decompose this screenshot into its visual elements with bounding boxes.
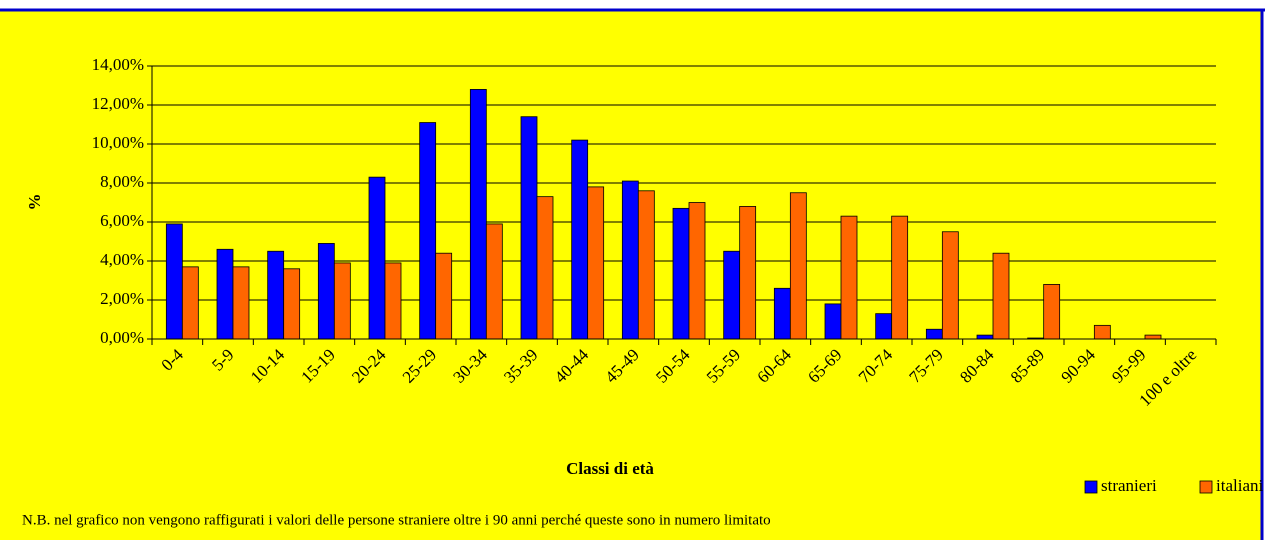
bar bbox=[891, 215, 909, 340]
bar bbox=[1043, 283, 1061, 340]
bar bbox=[992, 252, 1010, 340]
bar bbox=[621, 180, 639, 340]
bar bbox=[283, 268, 301, 340]
bar bbox=[688, 202, 706, 340]
bar bbox=[333, 262, 351, 340]
legend-swatch bbox=[1199, 480, 1213, 494]
bar bbox=[672, 207, 690, 340]
bar bbox=[384, 262, 402, 340]
bar bbox=[520, 116, 538, 340]
bar bbox=[789, 192, 807, 340]
bar bbox=[1144, 334, 1162, 340]
bar bbox=[536, 196, 554, 340]
bar bbox=[941, 231, 959, 340]
bar bbox=[435, 252, 453, 340]
bar bbox=[216, 248, 234, 340]
bar bbox=[739, 205, 757, 340]
bar bbox=[419, 122, 437, 340]
bar bbox=[976, 334, 994, 340]
bar bbox=[485, 223, 503, 340]
bar bbox=[587, 186, 605, 340]
bar bbox=[824, 303, 842, 340]
y-tick-label: 14,00% bbox=[92, 55, 144, 74]
bar bbox=[723, 250, 741, 340]
bar bbox=[267, 250, 285, 340]
bar bbox=[875, 313, 893, 340]
bar bbox=[469, 89, 487, 340]
y-tick-label: 12,00% bbox=[92, 94, 144, 113]
legend-swatch bbox=[1084, 480, 1098, 494]
bar bbox=[368, 176, 386, 340]
bar bbox=[773, 287, 791, 340]
bar bbox=[637, 190, 655, 340]
bar bbox=[1093, 324, 1111, 340]
x-axis-label: Classi di età bbox=[566, 459, 654, 478]
bar bbox=[181, 266, 199, 340]
bar bbox=[840, 215, 858, 340]
y-tick-label: 10,00% bbox=[92, 133, 144, 152]
bar bbox=[571, 139, 589, 340]
bar bbox=[925, 328, 943, 340]
legend-label: stranieri bbox=[1101, 476, 1157, 495]
bar bbox=[165, 223, 183, 340]
bar bbox=[317, 243, 335, 340]
legend-label: italiani bbox=[1216, 476, 1263, 495]
y-tick-label: 0,00% bbox=[100, 328, 144, 347]
note: N.B. nel grafico non vengono raffigurati… bbox=[22, 512, 771, 528]
bar bbox=[232, 266, 250, 340]
y-tick-label: 2,00% bbox=[100, 289, 144, 308]
y-tick-label: 8,00% bbox=[100, 172, 144, 191]
y-tick-label: 4,00% bbox=[100, 250, 144, 269]
y-axis-label: % bbox=[25, 194, 44, 211]
y-tick-label: 6,00% bbox=[100, 211, 144, 230]
